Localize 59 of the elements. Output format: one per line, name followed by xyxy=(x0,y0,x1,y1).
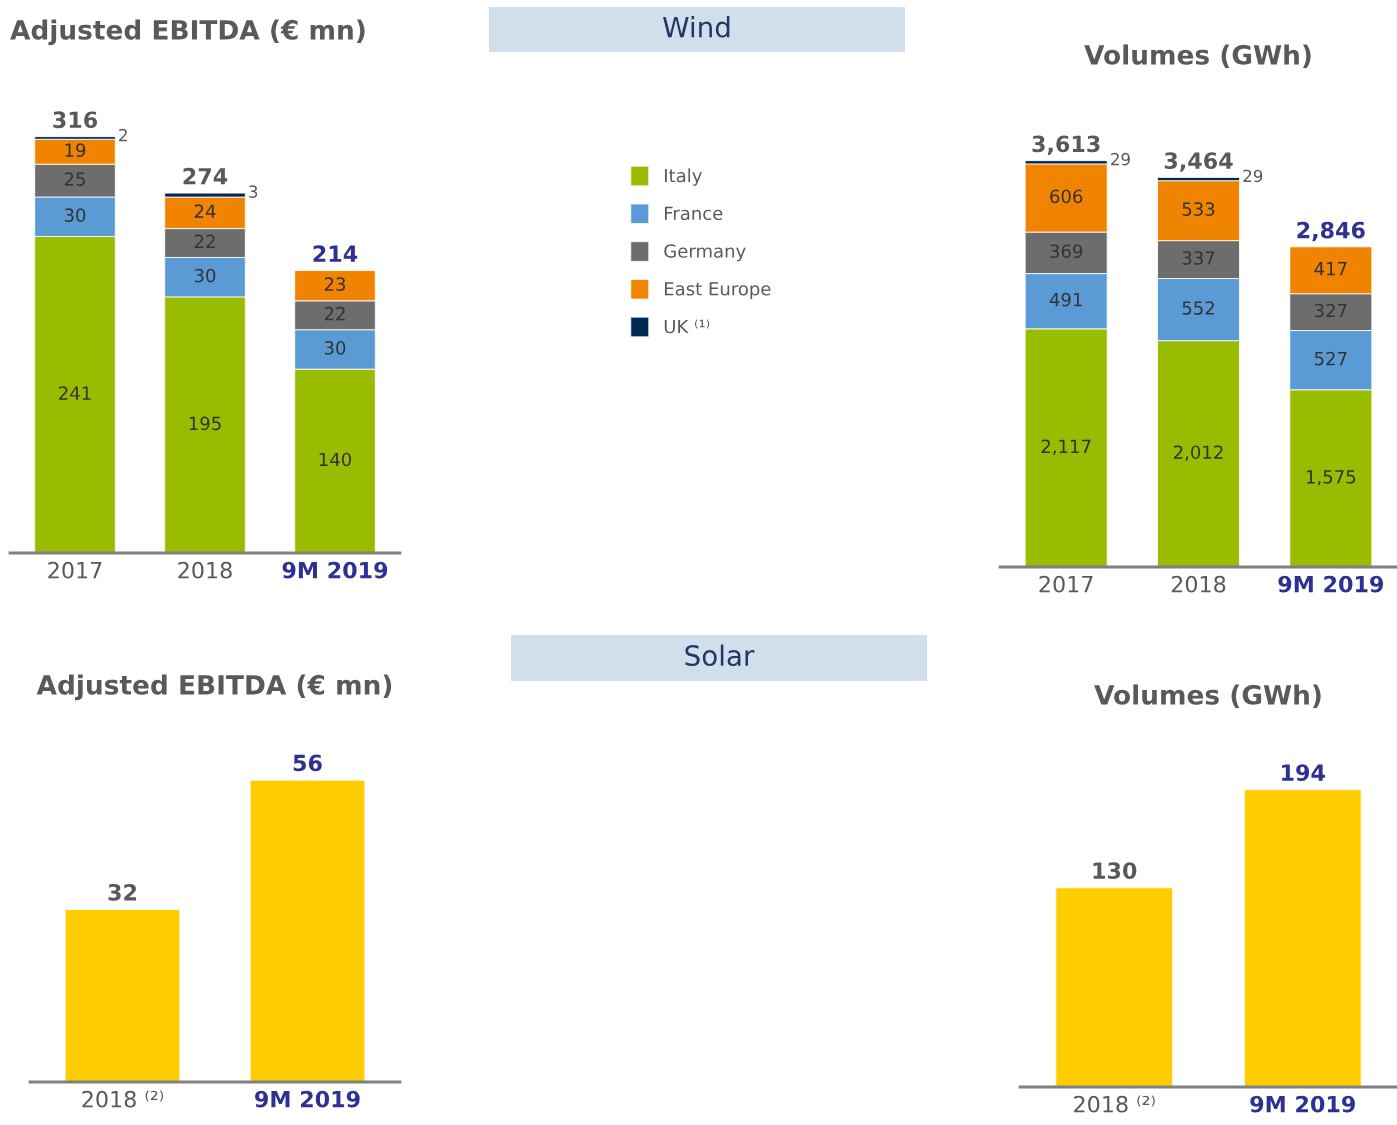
data-label: 1,575 xyxy=(1306,470,1356,486)
data-label: 533 xyxy=(1182,202,1215,216)
total-label: 214 xyxy=(313,245,358,262)
x-tick-label: 9M 2019 xyxy=(1250,1095,1355,1113)
x-tick-label: 2018 xyxy=(1171,575,1226,593)
total-label: 316 xyxy=(53,111,97,129)
legend-label: France xyxy=(665,206,723,221)
data-label: 369 xyxy=(1050,244,1083,259)
x-tick-label: 2018 ⁽²⁾ xyxy=(82,1090,164,1108)
x-tick-label: 2017 xyxy=(1039,575,1093,593)
data-label: 23 xyxy=(324,277,346,291)
data-label: 56 xyxy=(293,754,322,772)
data-label: 417 xyxy=(1314,262,1347,276)
data-label: 22 xyxy=(194,234,215,249)
data-label: 3 xyxy=(249,185,258,198)
total-label: 3,613 xyxy=(1032,135,1100,156)
data-label: 29 xyxy=(1111,152,1130,166)
data-label: 130 xyxy=(1093,862,1137,880)
data-label: 22 xyxy=(324,306,345,321)
text: Wind xyxy=(663,16,730,38)
data-label: 140 xyxy=(319,452,352,467)
x-tick-label: 9M 2019 xyxy=(1278,575,1383,593)
data-label: 241 xyxy=(59,386,91,400)
data-label: 606 xyxy=(1050,189,1083,204)
data-label: 337 xyxy=(1182,251,1215,265)
data-label: 2 xyxy=(119,128,127,142)
data-label: 2,117 xyxy=(1041,439,1091,455)
chart-title: Adjusted EBITDA (€ mn) xyxy=(36,674,392,701)
total-label: 2,846 xyxy=(1297,221,1365,242)
legend-label: East Europe xyxy=(665,282,771,300)
x-tick-label: 9M 2019 xyxy=(255,1090,360,1108)
data-label: 491 xyxy=(1049,292,1082,307)
x-tick-label: 2018 ⁽²⁾ xyxy=(1074,1095,1155,1113)
data-label: 30 xyxy=(324,341,346,355)
total-label: 274 xyxy=(183,167,228,185)
chart-title: Volumes (GWh) xyxy=(1084,44,1311,68)
data-label: 19 xyxy=(65,143,86,157)
data-label: 24 xyxy=(194,204,216,218)
legend-label: Germany xyxy=(664,244,746,262)
data-label: 25 xyxy=(64,172,85,186)
legend-label: Italy xyxy=(665,168,702,186)
data-label: 29 xyxy=(1243,169,1263,183)
x-tick-label: 2018 xyxy=(178,561,232,579)
chart-title: Volumes (GWh) xyxy=(1094,684,1321,708)
data-label: 30 xyxy=(194,268,216,283)
data-label: 527 xyxy=(1315,351,1347,366)
legend-label: UK ⁽¹⁾ xyxy=(664,319,710,334)
chart-title: Adjusted EBITDA (€ mn) xyxy=(10,19,365,46)
x-tick-label: 9M 2019 xyxy=(282,561,388,579)
data-label: 552 xyxy=(1182,301,1214,315)
data-label: 194 xyxy=(1282,764,1325,781)
data-label: 327 xyxy=(1314,303,1347,318)
data-label: 30 xyxy=(64,208,86,222)
text: Solar xyxy=(685,644,755,667)
data-label: 195 xyxy=(189,416,221,431)
data-label: 32 xyxy=(108,883,137,901)
total-label: 3,464 xyxy=(1164,152,1233,172)
x-tick-label: 2017 xyxy=(48,561,102,579)
data-label: 2,012 xyxy=(1173,445,1223,461)
